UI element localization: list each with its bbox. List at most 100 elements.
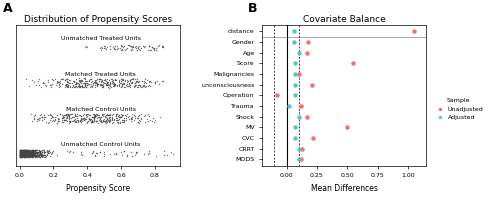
Point	[51, 77, 59, 81]
Point	[16, 153, 24, 157]
Point	[38, 150, 46, 153]
Point	[41, 155, 49, 159]
Point	[28, 153, 36, 156]
Point	[96, 77, 104, 80]
Point	[22, 152, 30, 156]
Point	[22, 152, 30, 155]
Point	[104, 83, 112, 87]
Point	[29, 150, 37, 154]
Point	[92, 155, 100, 158]
Point	[72, 82, 80, 85]
Point	[22, 154, 30, 157]
Point	[18, 153, 26, 157]
Point	[158, 45, 166, 48]
Point	[128, 78, 136, 81]
Point	[58, 113, 66, 117]
Point	[112, 152, 120, 155]
Point	[82, 79, 90, 82]
Point	[63, 77, 71, 80]
Point	[102, 80, 110, 84]
Point	[84, 78, 92, 81]
Point	[28, 151, 36, 154]
Point	[23, 151, 31, 155]
Point	[37, 152, 45, 155]
Point	[20, 150, 28, 153]
Point	[152, 48, 160, 52]
Point	[56, 81, 64, 85]
Point	[16, 150, 24, 153]
Point	[77, 118, 85, 121]
Point	[136, 119, 144, 123]
Point	[18, 150, 25, 154]
Point	[17, 154, 25, 158]
Point	[58, 82, 66, 86]
Point	[63, 77, 71, 80]
Point	[72, 119, 80, 122]
Point	[134, 85, 142, 88]
Point	[127, 116, 135, 120]
Point	[22, 155, 30, 158]
Point	[86, 118, 94, 121]
Point	[132, 80, 140, 83]
Point	[273, 94, 281, 97]
Point	[108, 118, 116, 121]
Point	[144, 115, 152, 118]
Point	[87, 78, 95, 81]
Point	[27, 151, 35, 155]
Point	[93, 151, 101, 155]
Point	[18, 150, 26, 153]
Point	[20, 150, 28, 154]
Point	[148, 81, 156, 84]
Point	[56, 85, 64, 89]
Point	[294, 147, 302, 150]
Point	[22, 152, 30, 155]
Point	[74, 112, 82, 115]
Point	[21, 155, 29, 158]
Point	[28, 78, 36, 81]
Point	[36, 150, 44, 154]
Point	[112, 113, 120, 116]
Point	[64, 117, 72, 120]
Point	[62, 114, 70, 117]
Point	[96, 77, 104, 81]
Point	[34, 154, 42, 157]
Point	[48, 119, 56, 122]
Point	[42, 121, 50, 124]
Point	[98, 46, 106, 50]
Point	[96, 45, 104, 48]
Point	[17, 152, 25, 155]
Point	[120, 119, 128, 122]
Point	[44, 113, 52, 116]
Point	[20, 154, 28, 157]
Point	[63, 112, 71, 115]
Point	[18, 150, 26, 153]
Point	[28, 154, 36, 157]
Point	[82, 85, 90, 89]
Point	[58, 117, 66, 120]
Text: A: A	[2, 2, 12, 15]
Point	[32, 153, 40, 156]
Point	[66, 84, 74, 88]
Point	[28, 154, 36, 157]
Point	[28, 149, 36, 152]
Point	[33, 150, 41, 153]
Point	[22, 154, 30, 157]
Point	[308, 83, 316, 86]
Point	[60, 78, 68, 81]
Point	[16, 154, 24, 157]
Point	[23, 149, 31, 153]
Point	[16, 151, 24, 154]
Point	[20, 149, 28, 152]
Point	[32, 149, 40, 152]
Point	[80, 80, 88, 83]
Point	[103, 114, 111, 117]
Point	[36, 153, 44, 156]
Point	[127, 116, 135, 120]
Point	[72, 83, 80, 86]
Point	[134, 80, 141, 83]
Point	[93, 116, 101, 120]
Point	[16, 153, 24, 156]
Point	[132, 83, 140, 87]
Point	[18, 152, 26, 155]
Point	[16, 152, 24, 155]
